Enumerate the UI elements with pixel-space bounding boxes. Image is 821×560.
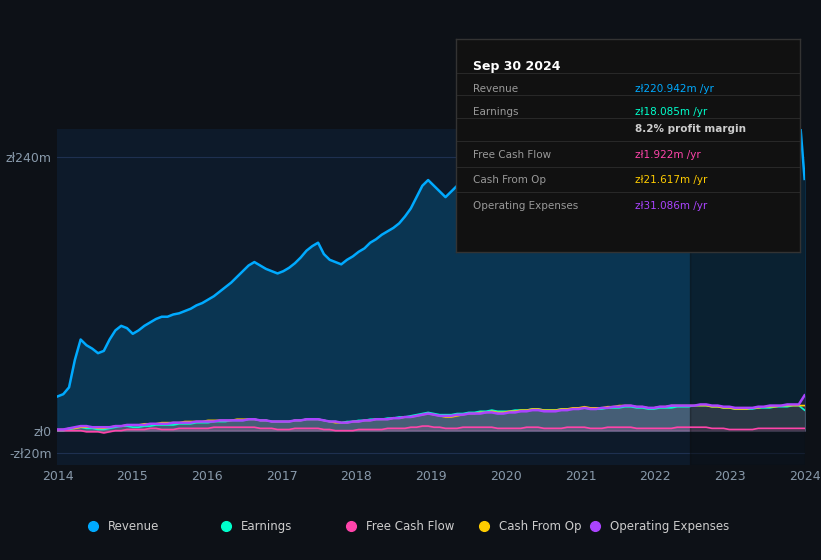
Text: Earnings: Earnings	[241, 520, 292, 533]
Text: Cash From Op: Cash From Op	[499, 520, 581, 533]
Text: Free Cash Flow: Free Cash Flow	[366, 520, 455, 533]
Text: zł21.617m /yr: zł21.617m /yr	[635, 175, 708, 185]
Text: zł1.922m /yr: zł1.922m /yr	[635, 150, 700, 160]
Text: Operating Expenses: Operating Expenses	[473, 201, 578, 211]
Text: Cash From Op: Cash From Op	[473, 175, 546, 185]
Text: Earnings: Earnings	[473, 108, 518, 117]
Text: Revenue: Revenue	[473, 84, 518, 94]
Text: zł31.086m /yr: zł31.086m /yr	[635, 201, 707, 211]
Text: 8.2% profit margin: 8.2% profit margin	[635, 124, 746, 134]
Text: Sep 30 2024: Sep 30 2024	[473, 60, 561, 73]
Text: zł18.085m /yr: zł18.085m /yr	[635, 108, 707, 117]
Text: Operating Expenses: Operating Expenses	[610, 520, 729, 533]
Text: Revenue: Revenue	[108, 520, 159, 533]
Bar	[690, 129, 805, 465]
Text: Free Cash Flow: Free Cash Flow	[473, 150, 551, 160]
Text: zł220.942m /yr: zł220.942m /yr	[635, 84, 713, 94]
